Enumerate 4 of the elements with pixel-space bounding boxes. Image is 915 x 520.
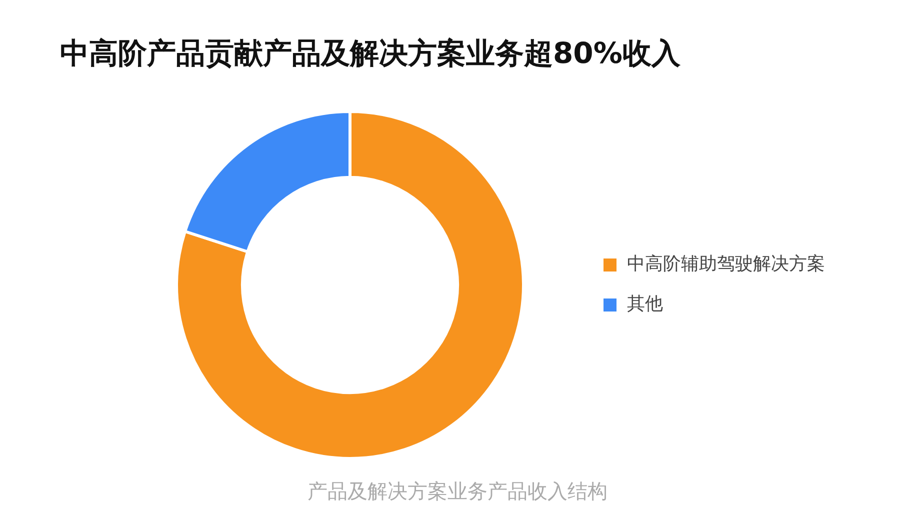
legend-label: 其他 <box>627 294 663 315</box>
text: 产品及解决方案业务产品收入结构 <box>306 478 608 505</box>
chart-title: 中高阶产品贡献产品及解决方案业务超80%收入 <box>60 35 680 72</box>
legend-label: 中高阶辅助驾驶解决方案 <box>627 254 825 275</box>
